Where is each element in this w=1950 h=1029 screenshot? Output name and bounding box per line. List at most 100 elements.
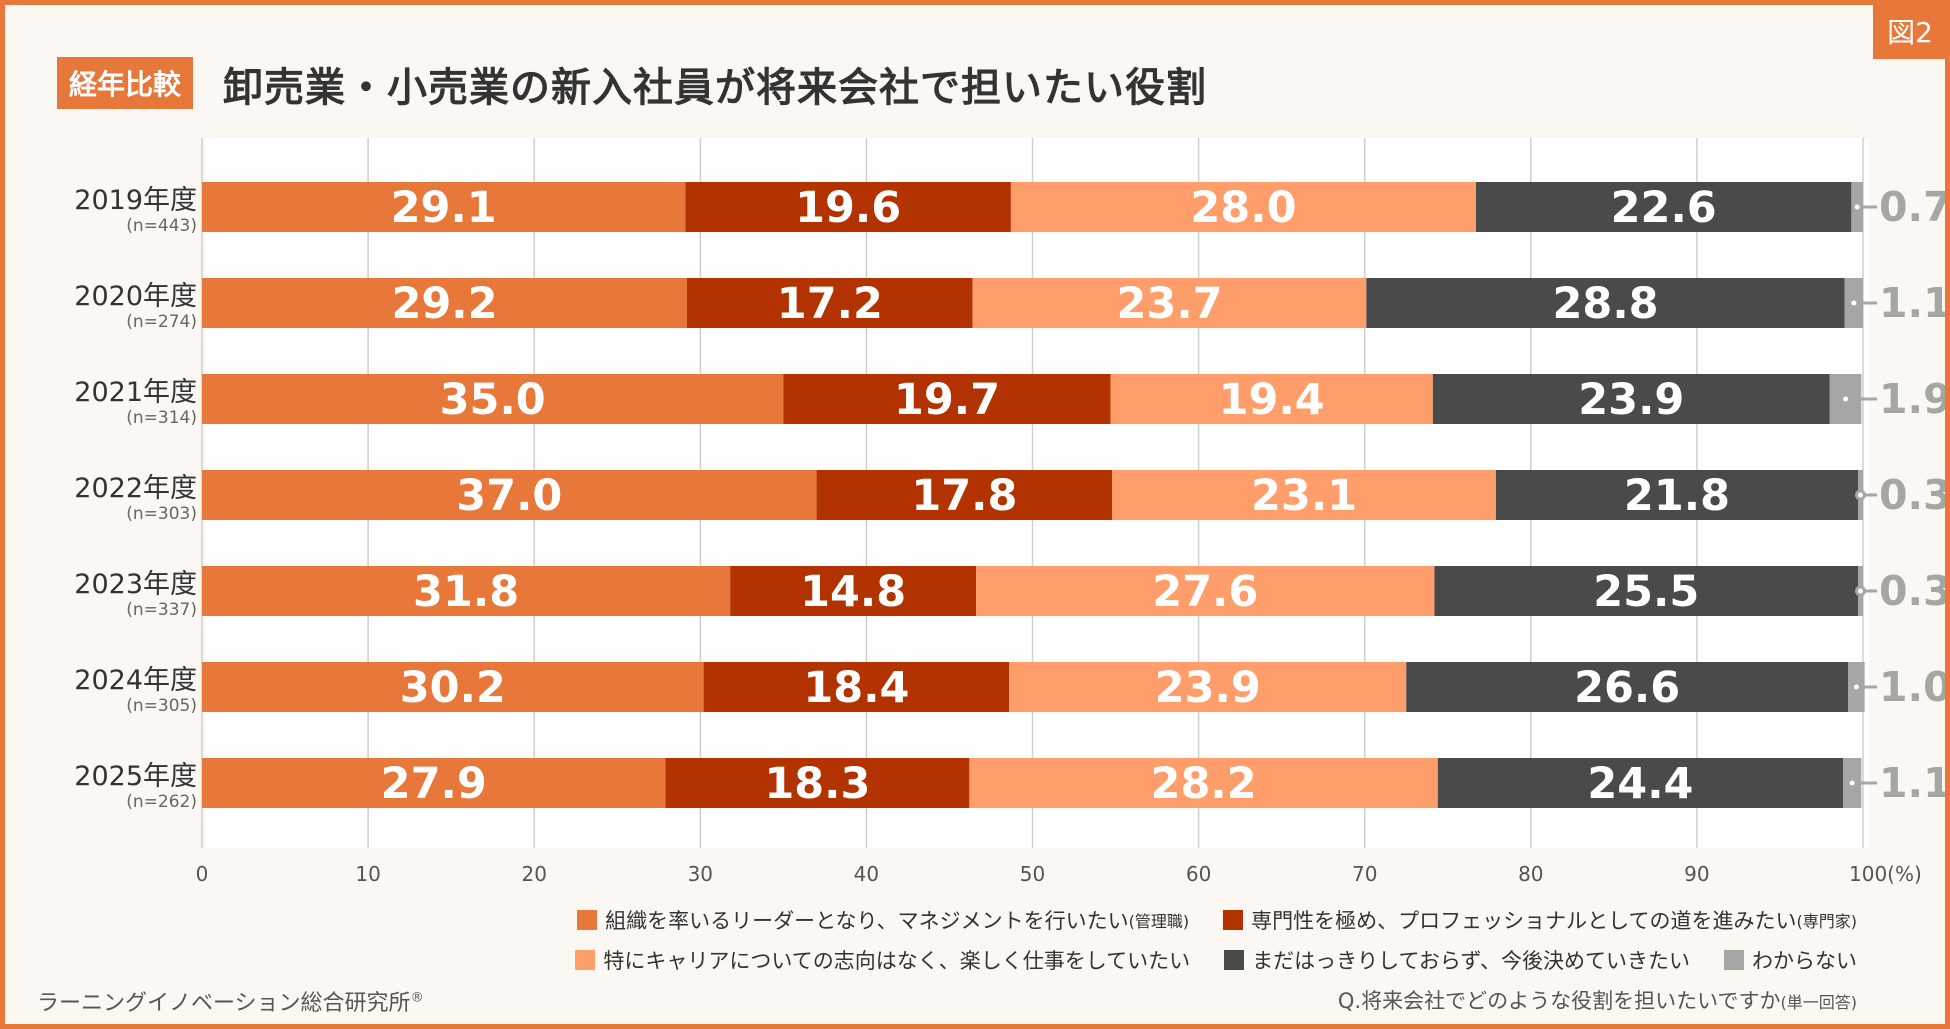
stacked-bar-chart: 29.1 19.6 28.0 22.6 0.7 2019年度(n=443) 29.2 17.2… <box>74 138 1945 886</box>
x-tick-0: 0 <box>196 862 209 886</box>
bar-undecided-5 <box>1406 662 1849 712</box>
bar-specialist-5 <box>703 662 1010 712</box>
data-label-career-6: 28.2 <box>1151 759 1257 809</box>
legend-label-manager: 組織を率いるリーダーとなり、マネジメントを行いたい <box>605 909 1129 933</box>
x-tick-70: 70 <box>1352 862 1377 886</box>
source-credit: ラーニングイノベーション総合研究所® <box>37 985 424 1017</box>
data-label-manager-5: 30.2 <box>400 663 506 713</box>
x-tick-30: 30 <box>688 862 713 886</box>
bar-career-6 <box>969 758 1438 808</box>
sample-size-0: (n=443) <box>126 216 197 236</box>
bar-career-5 <box>1009 662 1407 712</box>
bar-undecided-2 <box>1432 374 1830 424</box>
legend-row-2: 特にキャリアについての志向はなく、楽しく仕事をしていたい まだはっきりしておらず… <box>541 945 1857 975</box>
callout-dot-3 <box>1855 489 1867 501</box>
bar-undecided-6 <box>1437 758 1844 808</box>
bar-undecided-4 <box>1434 566 1859 616</box>
data-label-undecided-4: 25.5 <box>1593 567 1699 617</box>
category-label-3: 2022年度 <box>74 473 197 504</box>
legend-swatch-manager <box>577 910 598 930</box>
data-label-unknown-1: 1.1 <box>1879 279 1945 327</box>
bar-specialist-0 <box>685 182 1011 232</box>
x-tick-10: 10 <box>355 862 380 886</box>
bar-manager-0 <box>202 182 686 232</box>
bar-manager-2 <box>202 374 784 424</box>
data-label-specialist-5: 18.4 <box>803 663 909 713</box>
data-label-manager-2: 35.0 <box>440 375 546 425</box>
data-label-unknown-2: 1.9 <box>1879 375 1945 423</box>
callout-dot-5 <box>1850 681 1862 693</box>
legend-note-manager: (管理職) <box>1128 912 1190 931</box>
bar-specialist-6 <box>665 758 970 808</box>
x-tick-40: 40 <box>854 862 879 886</box>
data-label-undecided-6: 24.4 <box>1587 759 1693 809</box>
data-label-career-1: 23.7 <box>1116 279 1222 329</box>
legend-swatch-specialist <box>1223 910 1244 930</box>
registered-mark: ® <box>410 990 424 1006</box>
question-note: (単一回答) <box>1780 993 1858 1012</box>
figure-tag: 図2 <box>1873 5 1945 59</box>
category-label-6: 2025年度 <box>74 761 197 792</box>
legend-label-undecided: まだはっきりしておらず、今後決めていきたい <box>1252 949 1690 973</box>
bar-specialist-1 <box>687 278 973 328</box>
x-tick-100: 100(%) <box>1849 862 1922 886</box>
data-label-undecided-2: 23.9 <box>1578 375 1684 425</box>
data-label-manager-4: 31.8 <box>413 567 519 617</box>
data-label-unknown-0: 0.7 <box>1879 183 1945 231</box>
bar-career-1 <box>972 278 1367 328</box>
legend-swatch-undecided <box>1224 950 1245 970</box>
data-label-career-0: 28.0 <box>1190 183 1296 233</box>
bar-specialist-3 <box>816 470 1113 520</box>
bar-manager-3 <box>202 470 817 520</box>
bar-specialist-2 <box>783 374 1111 424</box>
legend-label-career: 特にキャリアについての志向はなく、楽しく仕事をしていたい <box>603 949 1191 973</box>
legend-item-undecided: まだはっきりしておらず、今後決めていきたい <box>1224 945 1690 975</box>
category-label-2: 2021年度 <box>74 377 197 408</box>
x-tick-80: 80 <box>1518 862 1543 886</box>
x-tick-20: 20 <box>521 862 546 886</box>
sample-size-6: (n=262) <box>126 792 197 812</box>
x-tick-50: 50 <box>1020 862 1045 886</box>
legend-swatch-unknown <box>1724 950 1744 970</box>
bar-career-2 <box>1110 374 1433 424</box>
data-label-undecided-0: 22.6 <box>1611 183 1717 233</box>
data-label-career-2: 19.4 <box>1219 375 1325 425</box>
legend-label-unknown: わからない <box>1752 949 1857 973</box>
legend-item-specialist: 専門性を極め、プロフェッショナルとしての道を進みたい (専門家) <box>1223 905 1857 935</box>
callout-dot-4 <box>1855 585 1867 597</box>
category-label-5: 2024年度 <box>74 665 197 696</box>
x-tick-60: 60 <box>1186 862 1211 886</box>
sample-size-1: (n=274) <box>126 312 197 332</box>
data-label-undecided-5: 26.6 <box>1574 663 1680 713</box>
callout-dot-2 <box>1840 393 1852 405</box>
question-text: Q.将来会社でどのような役割を担いたいですか <box>1337 989 1781 1013</box>
data-label-career-5: 23.9 <box>1155 663 1261 713</box>
category-label-1: 2020年度 <box>74 281 197 312</box>
sample-size-4: (n=337) <box>126 600 197 620</box>
bar-undecided-1 <box>1366 278 1845 328</box>
data-label-specialist-0: 19.6 <box>795 183 901 233</box>
data-label-manager-0: 29.1 <box>391 183 497 233</box>
callout-dot-1 <box>1848 297 1860 309</box>
legend-swatch-career <box>575 950 596 970</box>
legend-item-unknown: わからない <box>1724 945 1857 975</box>
bar-manager-1 <box>202 278 688 328</box>
bar-undecided-0 <box>1475 182 1852 232</box>
data-label-unknown-4: 0.3 <box>1879 567 1945 615</box>
data-label-manager-1: 29.2 <box>391 279 497 329</box>
data-label-specialist-3: 17.8 <box>911 471 1017 521</box>
bar-manager-5 <box>202 662 704 712</box>
title-badge: 経年比較 <box>57 57 194 109</box>
legend-item-career: 特にキャリアについての志向はなく、楽しく仕事をしていたい <box>575 945 1190 975</box>
legend-label-specialist: 専門性を極め、プロフェッショナルとしての道を進みたい <box>1251 909 1797 933</box>
callout-dot-0 <box>1851 201 1863 213</box>
bar-specialist-4 <box>730 566 977 616</box>
sample-size-3: (n=303) <box>126 504 197 524</box>
data-label-manager-6: 27.9 <box>381 759 487 809</box>
bar-manager-6 <box>202 758 666 808</box>
data-label-career-4: 27.6 <box>1152 567 1258 617</box>
data-label-manager-3: 37.0 <box>456 471 562 521</box>
callout-dot-6 <box>1846 777 1858 789</box>
bar-career-0 <box>1010 182 1476 232</box>
